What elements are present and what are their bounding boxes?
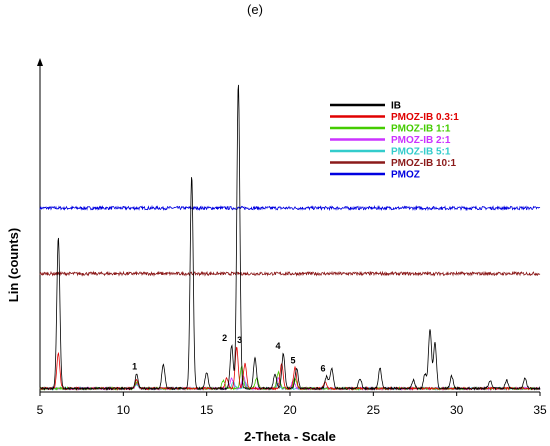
peak-annotation-5: 5 <box>290 355 295 365</box>
y-axis-title: Lin (counts) <box>6 228 21 302</box>
series-line-pmoz-ib-10-1 <box>39 270 541 277</box>
series-line-pmoz-ib-1-1 <box>39 365 541 391</box>
x-tick-label: 20 <box>283 403 297 417</box>
x-axis-title: 2-Theta - Scale <box>244 429 336 444</box>
x-tick-label: 15 <box>200 403 214 417</box>
y-axis <box>37 58 43 392</box>
peak-annotation-2: 2 <box>222 333 227 343</box>
legend-label: PMOZ-IB 5:1 <box>391 147 451 158</box>
series-line-ib <box>39 84 541 391</box>
peak-annotation-4: 4 <box>275 341 280 351</box>
peak-annotation-3: 3 <box>237 335 242 345</box>
peak-annotation-1: 1 <box>132 362 137 372</box>
x-tick-label: 25 <box>367 403 381 417</box>
legend-label: PMOZ <box>391 170 420 181</box>
plot-area <box>39 84 541 391</box>
x-tick-label: 35 <box>533 403 547 417</box>
legend-label: IB <box>391 101 401 112</box>
series-line-pmoz-ib-0-3-1 <box>39 346 541 391</box>
legend-label: PMOZ-IB 10:1 <box>391 158 456 169</box>
panel-label: (e) <box>247 2 263 17</box>
x-axis-ticks: 5 10 15 20 25 30 35 <box>37 392 547 417</box>
peak-annotation-6: 6 <box>320 364 325 374</box>
legend-label: PMOZ-IB 2:1 <box>391 135 451 146</box>
series-line-pmoz <box>39 204 541 212</box>
legend-label: PMOZ-IB 0.3:1 <box>391 112 459 123</box>
legend-label: PMOZ-IB 1:1 <box>391 124 451 135</box>
x-tick-label: 10 <box>117 403 131 417</box>
peak-annotations: 1 2 3 45 6 <box>132 333 325 374</box>
x-tick-label: 5 <box>37 403 44 417</box>
x-tick-label: 30 <box>450 403 464 417</box>
